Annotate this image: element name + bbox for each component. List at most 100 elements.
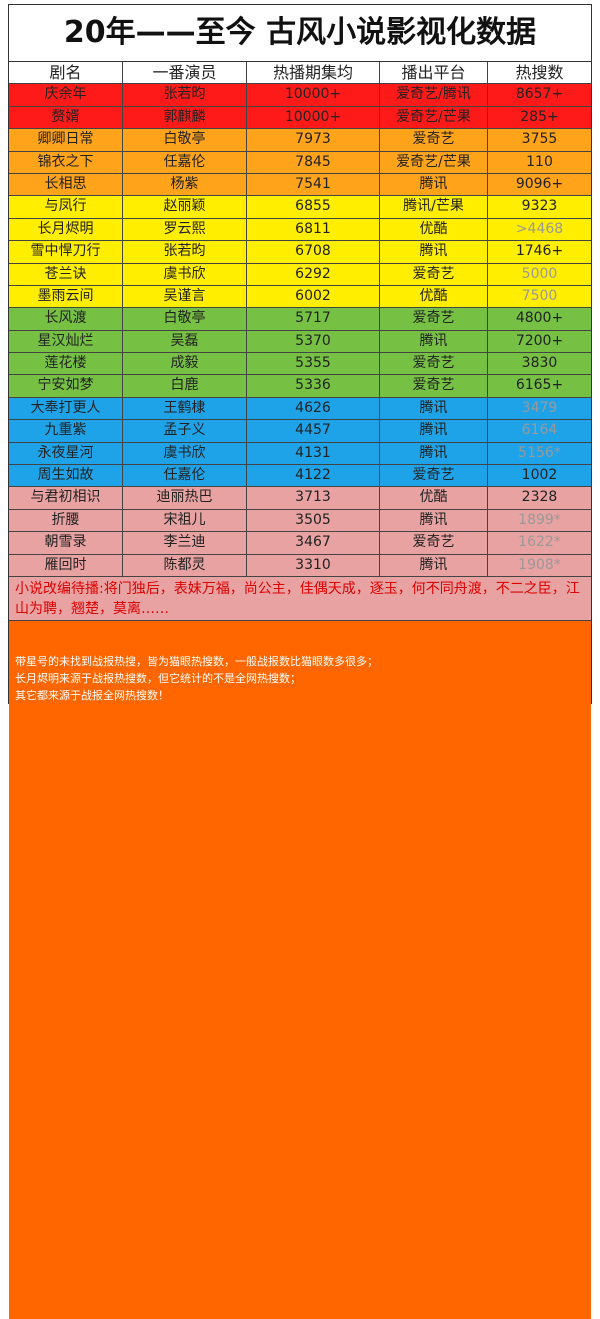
table-row: 永夜星河 虞书欣 4131 腾讯 5156*: [9, 442, 591, 466]
table-cell: 1746+: [515, 243, 564, 260]
table-cell: 陈都灵: [123, 554, 247, 576]
table-cell: 爱奇艺/芒果: [380, 106, 488, 129]
table-cell: 永夜星河: [9, 442, 123, 465]
table-cell: 285+: [520, 108, 559, 125]
table-cell: 5000: [521, 265, 558, 282]
table-cell: 与凤行: [9, 196, 123, 218]
table-cell: 腾讯: [380, 509, 488, 532]
table-cell: 折腰: [9, 509, 123, 532]
table-cell: 爱奇艺: [380, 263, 488, 285]
table-cell: 张若昀: [123, 84, 247, 106]
title: 20年——至今 古风小说影视化数据: [9, 5, 591, 62]
table-cell: 墨雨云间: [9, 285, 123, 308]
table-cell: 长风渡: [9, 308, 123, 330]
table-cell: 3505: [247, 509, 380, 532]
table-cell: 3479: [521, 399, 558, 416]
table-cell: 5717: [247, 308, 380, 330]
table-cell: 白敬亭: [123, 129, 247, 151]
table-row: 与凤行 赵丽颖 6855 腾讯/芒果 9323: [9, 196, 591, 219]
table-cell: 锦衣之下: [9, 151, 123, 173]
table-cell: >4468: [515, 220, 564, 237]
table-cell: 4626: [247, 397, 380, 420]
header-cell: 热搜数: [515, 63, 564, 82]
table-cell: 7845: [247, 151, 380, 173]
table-cell: 白鹿: [123, 375, 247, 397]
table-cell: 腾讯/芒果: [380, 196, 488, 218]
table-cell: 3755: [521, 131, 558, 148]
table-cell: 腾讯: [380, 330, 488, 353]
table-cell: 5370: [247, 330, 380, 353]
table-cell: 7500: [521, 287, 558, 304]
table-cell: 爱奇艺/腾讯: [380, 84, 488, 106]
footer-line: 带星号的未找到战报热搜，皆为猫眼热搜数，一般战报数比猫眼数多很多；: [15, 654, 378, 668]
table-cell: 张若昀: [123, 241, 247, 263]
table-cell: 雁回时: [9, 554, 123, 576]
table-cell: 优酷: [380, 285, 488, 308]
table-row: 莲花楼 成毅 5355 爱奇艺 3830: [9, 353, 591, 376]
table-cell: 卿卿日常: [9, 129, 123, 151]
table-row: 卿卿日常 白敬亭 7973 爱奇艺 3755: [9, 129, 591, 152]
table-cell: 7973: [247, 129, 380, 151]
table-cell: 3310: [247, 554, 380, 576]
table-cell: 莲花楼: [9, 353, 123, 375]
table-cell: 6164: [521, 422, 558, 439]
table-cell: 4122: [247, 465, 380, 487]
table-row: 墨雨云间 吴谨言 6002 优酷 7500: [9, 285, 591, 309]
table-cell: 腾讯: [380, 241, 488, 263]
table-cell: 周生如故: [9, 465, 123, 487]
table-cell: 4457: [247, 420, 380, 442]
table-cell: 任嘉伦: [123, 465, 247, 487]
table-cell: 10000+: [247, 84, 380, 106]
note: 小说改编待播:将门独后，表妹万福，尚公主，佳偶天成，逐玉，何不同舟渡，不二之臣，…: [9, 576, 591, 621]
table-cell: 罗云熙: [123, 218, 247, 241]
table-row: 星汉灿烂 吴磊 5370 腾讯 7200+: [9, 330, 591, 354]
table-page: 20年——至今 古风小说影视化数据 剧名 一番演员 热播期集均 播出平台 热搜数 庆余年张…: [8, 4, 592, 1319]
table-cell: 6165+: [515, 377, 564, 394]
table-cell: 优酷: [380, 218, 488, 241]
table-cell: 腾讯: [380, 397, 488, 420]
table-cell: 爱奇艺: [380, 465, 488, 487]
table-cell: 7541: [247, 173, 380, 196]
table: 剧名 一番演员 热播期集均 播出平台 热搜数 庆余年 张若昀 10000+ 爱奇艺/腾讯 8657…: [9, 62, 591, 577]
table-row: 庆余年 张若昀 10000+ 爱奇艺/腾讯 8657+: [9, 84, 591, 107]
table-cell: 爱奇艺: [380, 353, 488, 375]
table-cell: 爱奇艺/芒果: [380, 151, 488, 173]
table-row: 朝雪录 李兰迪 3467 爱奇艺 1622*: [9, 532, 591, 555]
table-cell: 5355: [247, 353, 380, 375]
table-cell: 优酷: [380, 487, 488, 509]
footer-line: 其它都来源于战报全网热搜数！: [15, 688, 169, 702]
table-cell: 郭麒麟: [123, 106, 247, 129]
header-cell: 一番演员: [123, 62, 247, 84]
table-cell: 虞书欣: [123, 263, 247, 285]
table-cell: 3830: [521, 355, 558, 372]
table-cell: 朝雪录: [9, 532, 123, 554]
table-cell: 任嘉伦: [123, 151, 247, 173]
table-cell: 9096+: [515, 175, 564, 192]
table-cell: 庆余年: [9, 84, 123, 106]
table-row: 长月烬明 罗云熙 6811 优酷 >4468: [9, 218, 591, 242]
table-cell: 赵丽颖: [123, 196, 247, 218]
table-cell: 宋祖儿: [123, 509, 247, 532]
table-cell: 9323: [521, 198, 558, 215]
table-cell: 长相思: [9, 173, 123, 196]
table-cell: 与君初相识: [9, 487, 123, 509]
table-row: 周生如故 任嘉伦 4122 爱奇艺 1002: [9, 465, 591, 488]
table-cell: 7200+: [515, 332, 564, 349]
table-row: 雪中悍刀行 张若昀 6708 腾讯 1746+: [9, 241, 591, 264]
table-cell: 吴磊: [123, 330, 247, 353]
table-cell: 10000+: [247, 106, 380, 129]
table-cell: 九重紫: [9, 420, 123, 442]
table-cell: 3467: [247, 532, 380, 554]
table-cell: 苍兰诀: [9, 263, 123, 285]
table-cell: 王鹤棣: [123, 397, 247, 420]
table-cell: 8657+: [515, 86, 564, 103]
table-row: 宁安如梦 白鹿 5336 爱奇艺 6165+: [9, 375, 591, 398]
table-cell: 李兰迪: [123, 532, 247, 554]
table-cell: 长月烬明: [9, 218, 123, 241]
table-cell: 爱奇艺: [380, 532, 488, 554]
table-cell: 1899*: [518, 511, 561, 528]
table-cell: 腾讯: [380, 173, 488, 196]
table-row: 赘婿 郭麒麟 10000+ 爱奇艺/芒果 285+: [9, 106, 591, 130]
table-cell: 4800+: [515, 310, 564, 327]
table-cell: 星汉灿烂: [9, 330, 123, 353]
